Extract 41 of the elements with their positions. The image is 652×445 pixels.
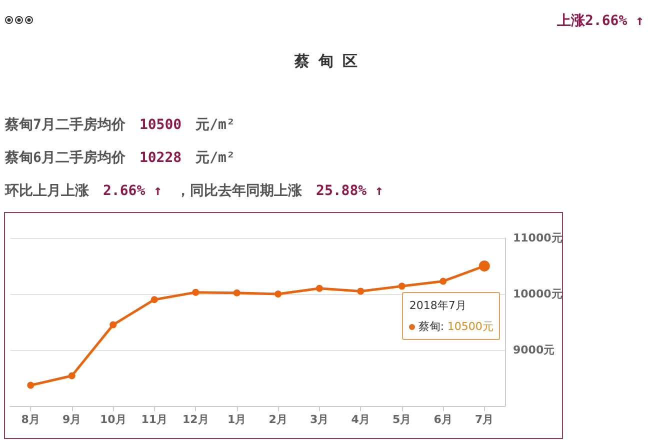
text: ，同比去年同期上涨: [176, 183, 302, 199]
point: [68, 372, 76, 380]
annotation: 2018年7月: [409, 298, 468, 313]
x-tick-label: 4月: [351, 413, 370, 426]
y-tick-label: 9000元: [513, 344, 555, 356]
point: [233, 289, 240, 296]
point: [274, 290, 282, 298]
y-tick-label: 11000元: [513, 232, 562, 244]
text: 10228: [139, 150, 182, 166]
chart-title: 蔡 甸 区: [293, 52, 359, 71]
y-tick-label: 10000元: [513, 288, 562, 300]
x-tick-label: 8月: [21, 413, 40, 426]
text: 元/m²: [196, 117, 235, 133]
text: 上涨2.66% ↑: [556, 12, 644, 30]
x-tick-label: 11月: [141, 413, 168, 426]
x-tick-label: 3月: [310, 413, 329, 426]
annotation: 蔡甸:: [418, 319, 444, 334]
text: 10500: [139, 117, 182, 133]
point: [398, 282, 406, 290]
point: [27, 382, 34, 389]
x-tick-label: 12月: [182, 413, 209, 426]
point: [150, 296, 158, 304]
x-tick-label: 1月: [228, 413, 246, 426]
x-tick-label: 5月: [392, 413, 412, 426]
text: 25.88% ↑: [316, 183, 384, 199]
x-tick-label: 6月: [434, 413, 452, 426]
point: [110, 321, 117, 328]
text: 元/m²: [196, 150, 235, 166]
text: 2.66% ↑: [103, 183, 162, 199]
point: [357, 288, 364, 295]
x-tick-label: 7月: [475, 413, 494, 426]
point: [316, 284, 323, 292]
point: [192, 288, 200, 296]
point: [440, 278, 447, 285]
text: 环比上月上涨: [5, 183, 89, 199]
x-tick-label: 10月: [100, 413, 126, 426]
x-tick-label: 9月: [62, 413, 82, 426]
annotation: 10500元: [447, 319, 494, 334]
x-tick-label: 2月: [268, 413, 288, 426]
text: 蔡甸7月二手房均价: [5, 117, 126, 133]
text: 蔡甸6月二手房均价: [5, 150, 126, 166]
